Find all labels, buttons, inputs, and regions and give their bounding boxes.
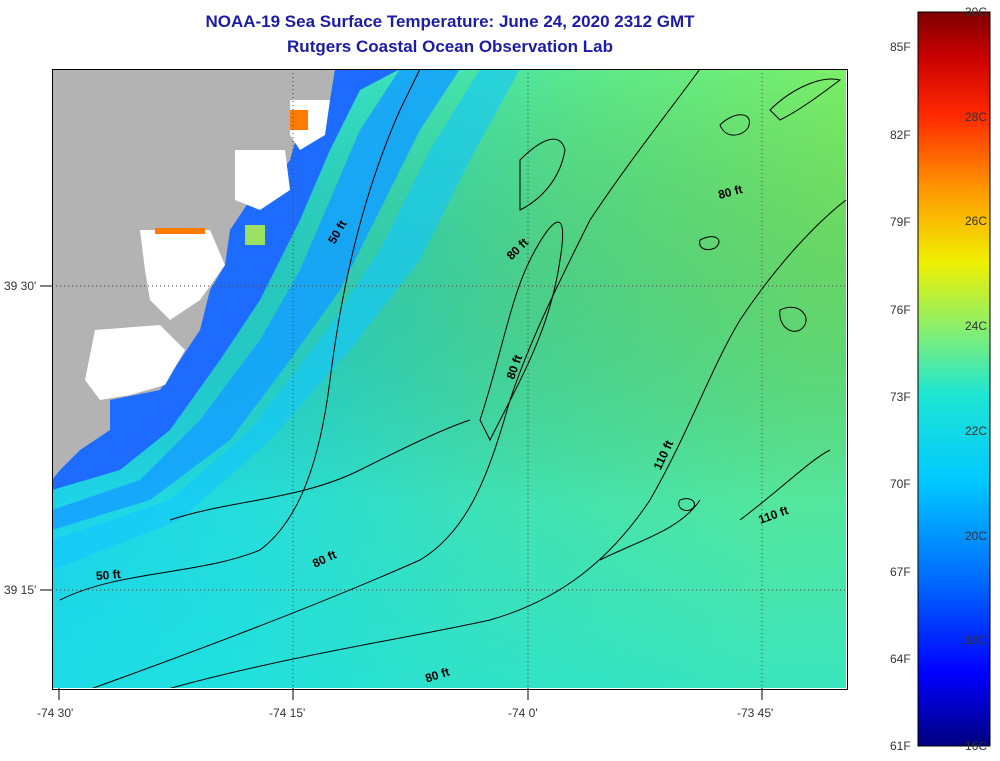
colorbar-c-label: 16C [965,739,988,753]
grid [52,69,846,688]
colorbar-f-label: 73F [890,390,911,404]
lon-label: -74 30' [37,706,74,720]
colorbar-f-label: 82F [890,128,911,142]
colorbar-c-label: 28C [965,110,988,124]
colorbar-f-label: 70F [890,477,911,491]
colorbar-f-label: 61F [890,739,911,753]
chart-title: NOAA-19 Sea Surface Temperature: June 24… [205,12,695,31]
colorbar-c-label: 18C [965,633,988,647]
colorbar-c-label: 26C [965,214,988,228]
lon-label: -74 0' [508,706,538,720]
lon-label: -73 45' [737,706,774,720]
colorbar-f-label: 85F [890,40,911,54]
axis-ticks [40,285,763,700]
map-frame [52,69,848,690]
colorbar-c-label: 24C [965,319,988,333]
colorbar-c-label: 20C [965,529,988,543]
chart-subtitle: Rutgers Coastal Ocean Observation Lab [287,37,613,56]
colorbar-f-label: 67F [890,565,911,579]
colorbar-f-label: 79F [890,215,911,229]
colorbar-c-label: 22C [965,424,988,438]
lat-label: 39 30' [4,279,37,293]
colorbar-f-label: 64F [890,652,911,666]
colorbar [917,11,991,747]
lon-label: -74 15' [269,706,306,720]
colorbar-c-label: 30C [965,5,988,19]
lat-label: 39 15' [4,583,37,597]
colorbar-f-label: 76F [890,303,911,317]
contour-label: 50 ft [95,566,122,584]
sst-field [52,69,846,688]
